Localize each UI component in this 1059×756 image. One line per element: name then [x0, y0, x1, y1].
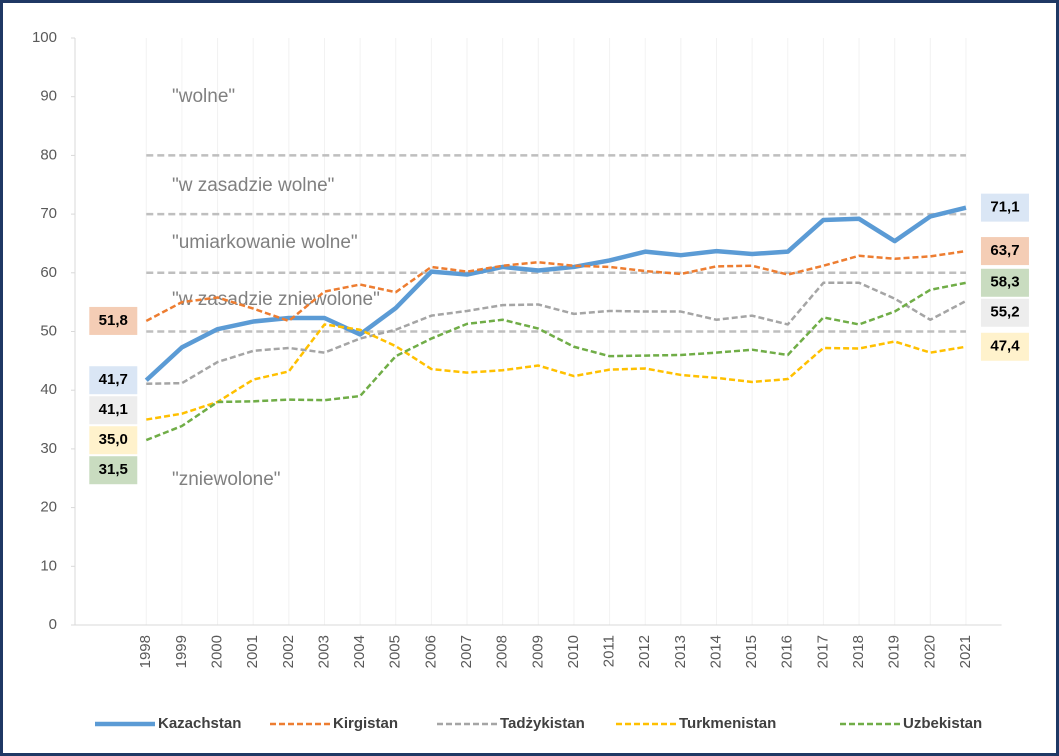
- legend-label: Turkmenistan: [679, 715, 776, 732]
- value-label: 63,7: [990, 242, 1019, 259]
- value-label: 31,5: [99, 461, 128, 478]
- value-label-bg: [980, 268, 1029, 297]
- x-tick-label: 2014: [707, 635, 724, 668]
- value-label-bg: [89, 456, 138, 485]
- y-tick-label: 100: [32, 29, 57, 46]
- value-label-bg: [980, 193, 1029, 222]
- y-tick-label: 20: [40, 499, 57, 516]
- x-tick-label: 2011: [601, 635, 618, 667]
- value-label: 41,7: [99, 371, 128, 388]
- value-label: 51,8: [99, 312, 128, 329]
- value-label-bg: [980, 332, 1029, 361]
- x-tick-label: 2019: [886, 635, 903, 668]
- value-label: 35,0: [99, 431, 128, 448]
- x-tick-label: 2005: [387, 635, 404, 668]
- series-line: [146, 281, 967, 385]
- value-label-bg: [89, 306, 138, 335]
- y-tick-label: 60: [40, 264, 57, 281]
- value-label: 55,2: [990, 304, 1019, 321]
- annotation: "w zasadzie wolne": [172, 175, 334, 196]
- annotation: "umiarkowanie wolne": [172, 232, 358, 253]
- x-tick-label: 2013: [672, 635, 689, 668]
- y-tick-label: 10: [40, 557, 57, 574]
- x-tick-label: 2002: [280, 635, 297, 668]
- value-label: 58,3: [990, 274, 1019, 291]
- legend-label: Kazachstan: [158, 715, 241, 732]
- value-label: 71,1: [990, 199, 1019, 216]
- x-tick-label: 2016: [779, 635, 796, 668]
- series-line: [145, 249, 967, 323]
- x-tick-label: 2001: [244, 635, 261, 668]
- x-tick-label: 2009: [529, 635, 546, 668]
- x-tick-label: 1999: [173, 635, 190, 668]
- x-tick-label: 2000: [209, 635, 226, 668]
- y-tick-label: 40: [40, 381, 57, 398]
- x-tick-label: 2017: [814, 635, 831, 668]
- annotation: "zniewolone": [172, 469, 281, 490]
- x-tick-label: 2015: [743, 635, 760, 668]
- x-tick-label: 2008: [494, 635, 511, 668]
- x-tick-label: 2018: [850, 635, 867, 668]
- value-label-bg: [980, 237, 1029, 266]
- value-label-bg: [89, 366, 138, 395]
- x-tick-label: 1998: [137, 635, 154, 668]
- x-tick-label: 2021: [957, 635, 974, 668]
- y-tick-label: 0: [49, 616, 57, 633]
- x-tick-label: 2010: [565, 635, 582, 668]
- y-tick-label: 90: [40, 88, 57, 105]
- legend-label: Kirgistan: [333, 715, 398, 732]
- x-tick-label: 2006: [422, 635, 439, 668]
- annotation: "w zasadzie zniewolone": [172, 289, 380, 310]
- x-tick-label: 2020: [921, 635, 938, 668]
- annotation: "wolne": [172, 86, 235, 107]
- series-line: [145, 281, 967, 442]
- value-label-bg: [980, 298, 1029, 327]
- x-tick-label: 2007: [458, 635, 475, 668]
- legend-label: Tadżykistan: [500, 715, 585, 732]
- x-tick-label: 2004: [351, 635, 368, 668]
- value-label-bg: [89, 426, 138, 455]
- value-label-bg: [89, 396, 138, 425]
- y-tick-label: 70: [40, 205, 57, 222]
- legend-label: Uzbekistan: [903, 715, 982, 732]
- value-label: 41,1: [99, 401, 128, 418]
- y-tick-label: 30: [40, 440, 57, 457]
- y-tick-label: 80: [40, 146, 57, 163]
- value-label: 47,4: [990, 338, 1020, 355]
- x-tick-label: 2012: [636, 635, 653, 668]
- series-line: [146, 323, 967, 421]
- y-tick-label: 50: [40, 322, 57, 339]
- x-tick-label: 2003: [315, 635, 332, 668]
